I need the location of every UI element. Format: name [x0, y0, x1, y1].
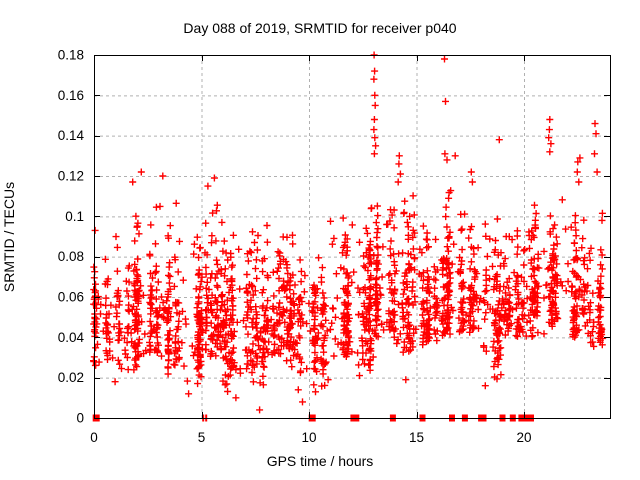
y-tick-label: 0.1 — [65, 209, 84, 224]
x-tick-label: 0 — [90, 430, 98, 445]
x-tick-labels: 0 5 10 15 20 — [90, 430, 531, 445]
y-tick-label: 0 — [76, 411, 84, 426]
x-tick-label: 10 — [301, 430, 316, 445]
x-tick-label: 5 — [198, 430, 206, 445]
x-tick-label: 15 — [409, 430, 424, 445]
x-tick-label: 20 — [516, 430, 531, 445]
y-tick-label: 0.18 — [58, 48, 84, 63]
y-tick-label: 0.16 — [58, 88, 84, 103]
y-tick-label: 0.12 — [58, 169, 84, 184]
y-tick-label: 0.08 — [58, 249, 84, 264]
axis-frame — [94, 55, 611, 419]
x-axis-label: GPS time / hours — [266, 453, 374, 469]
y-tick-label: 0.14 — [58, 128, 85, 143]
y-tick-label: 0.02 — [58, 370, 84, 385]
scatter-points — [90, 51, 606, 414]
y-tick-label: 0.04 — [58, 330, 85, 345]
chart-title: Day 088 of 2019, SRMTID for receiver p04… — [183, 20, 457, 36]
y-tick-label: 0.06 — [58, 290, 84, 305]
y-axis-label: SRMTID / TECUs — [1, 181, 17, 293]
y-tick-labels: 0 0.02 0.04 0.06 0.08 0.1 0.12 0.14 0.16 0.18 — [58, 48, 85, 426]
